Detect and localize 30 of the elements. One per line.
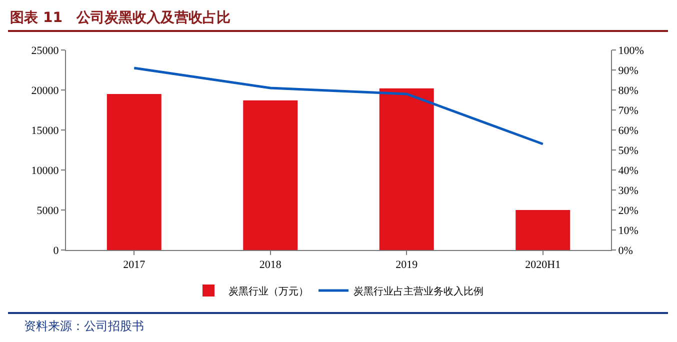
line-series <box>132 66 544 146</box>
bar <box>379 88 434 250</box>
bar <box>106 94 162 250</box>
x-tick-label: 2017 <box>123 259 146 272</box>
legend-label: 炭黑行业（万元） <box>228 285 308 298</box>
y2-tick-label: 20% <box>618 204 638 217</box>
y2-tick-label: 10% <box>618 224 638 237</box>
bar <box>516 210 570 250</box>
y-tick-label: 5000 <box>36 204 60 217</box>
text: 资料来源：公司招股书 <box>24 319 144 333</box>
x-tick-label: 2020H1 <box>525 259 561 272</box>
y2-tick-label: 60% <box>618 124 638 137</box>
bar <box>243 100 298 250</box>
y2-tick-label: 40% <box>618 164 638 177</box>
y-tick-label: 25000 <box>31 44 60 57</box>
y-tick-label: 0 <box>53 244 60 257</box>
y2-tick-label: 30% <box>618 184 638 197</box>
y2-tick-label: 50% <box>618 144 638 157</box>
y-tick-label: 20000 <box>31 84 60 97</box>
y-tick-label: 10000 <box>31 164 60 177</box>
y2-tick-label: 0% <box>618 244 633 257</box>
y2-tick-label: 70% <box>618 104 638 117</box>
x-tick-label: 2019 <box>396 259 418 272</box>
y2-tick-label: 80% <box>618 84 638 97</box>
y2-tick-label: 90% <box>618 64 638 77</box>
legend-label: 炭黑行业占主营业务收入比例 <box>354 285 484 298</box>
y-tick-label: 15000 <box>31 124 60 137</box>
x-tick-label: 2018 <box>259 259 282 272</box>
y2-tick-label: 100% <box>618 44 644 57</box>
chart-title: 图表 11 公司炭黑收入及营收占比 <box>10 10 231 26</box>
